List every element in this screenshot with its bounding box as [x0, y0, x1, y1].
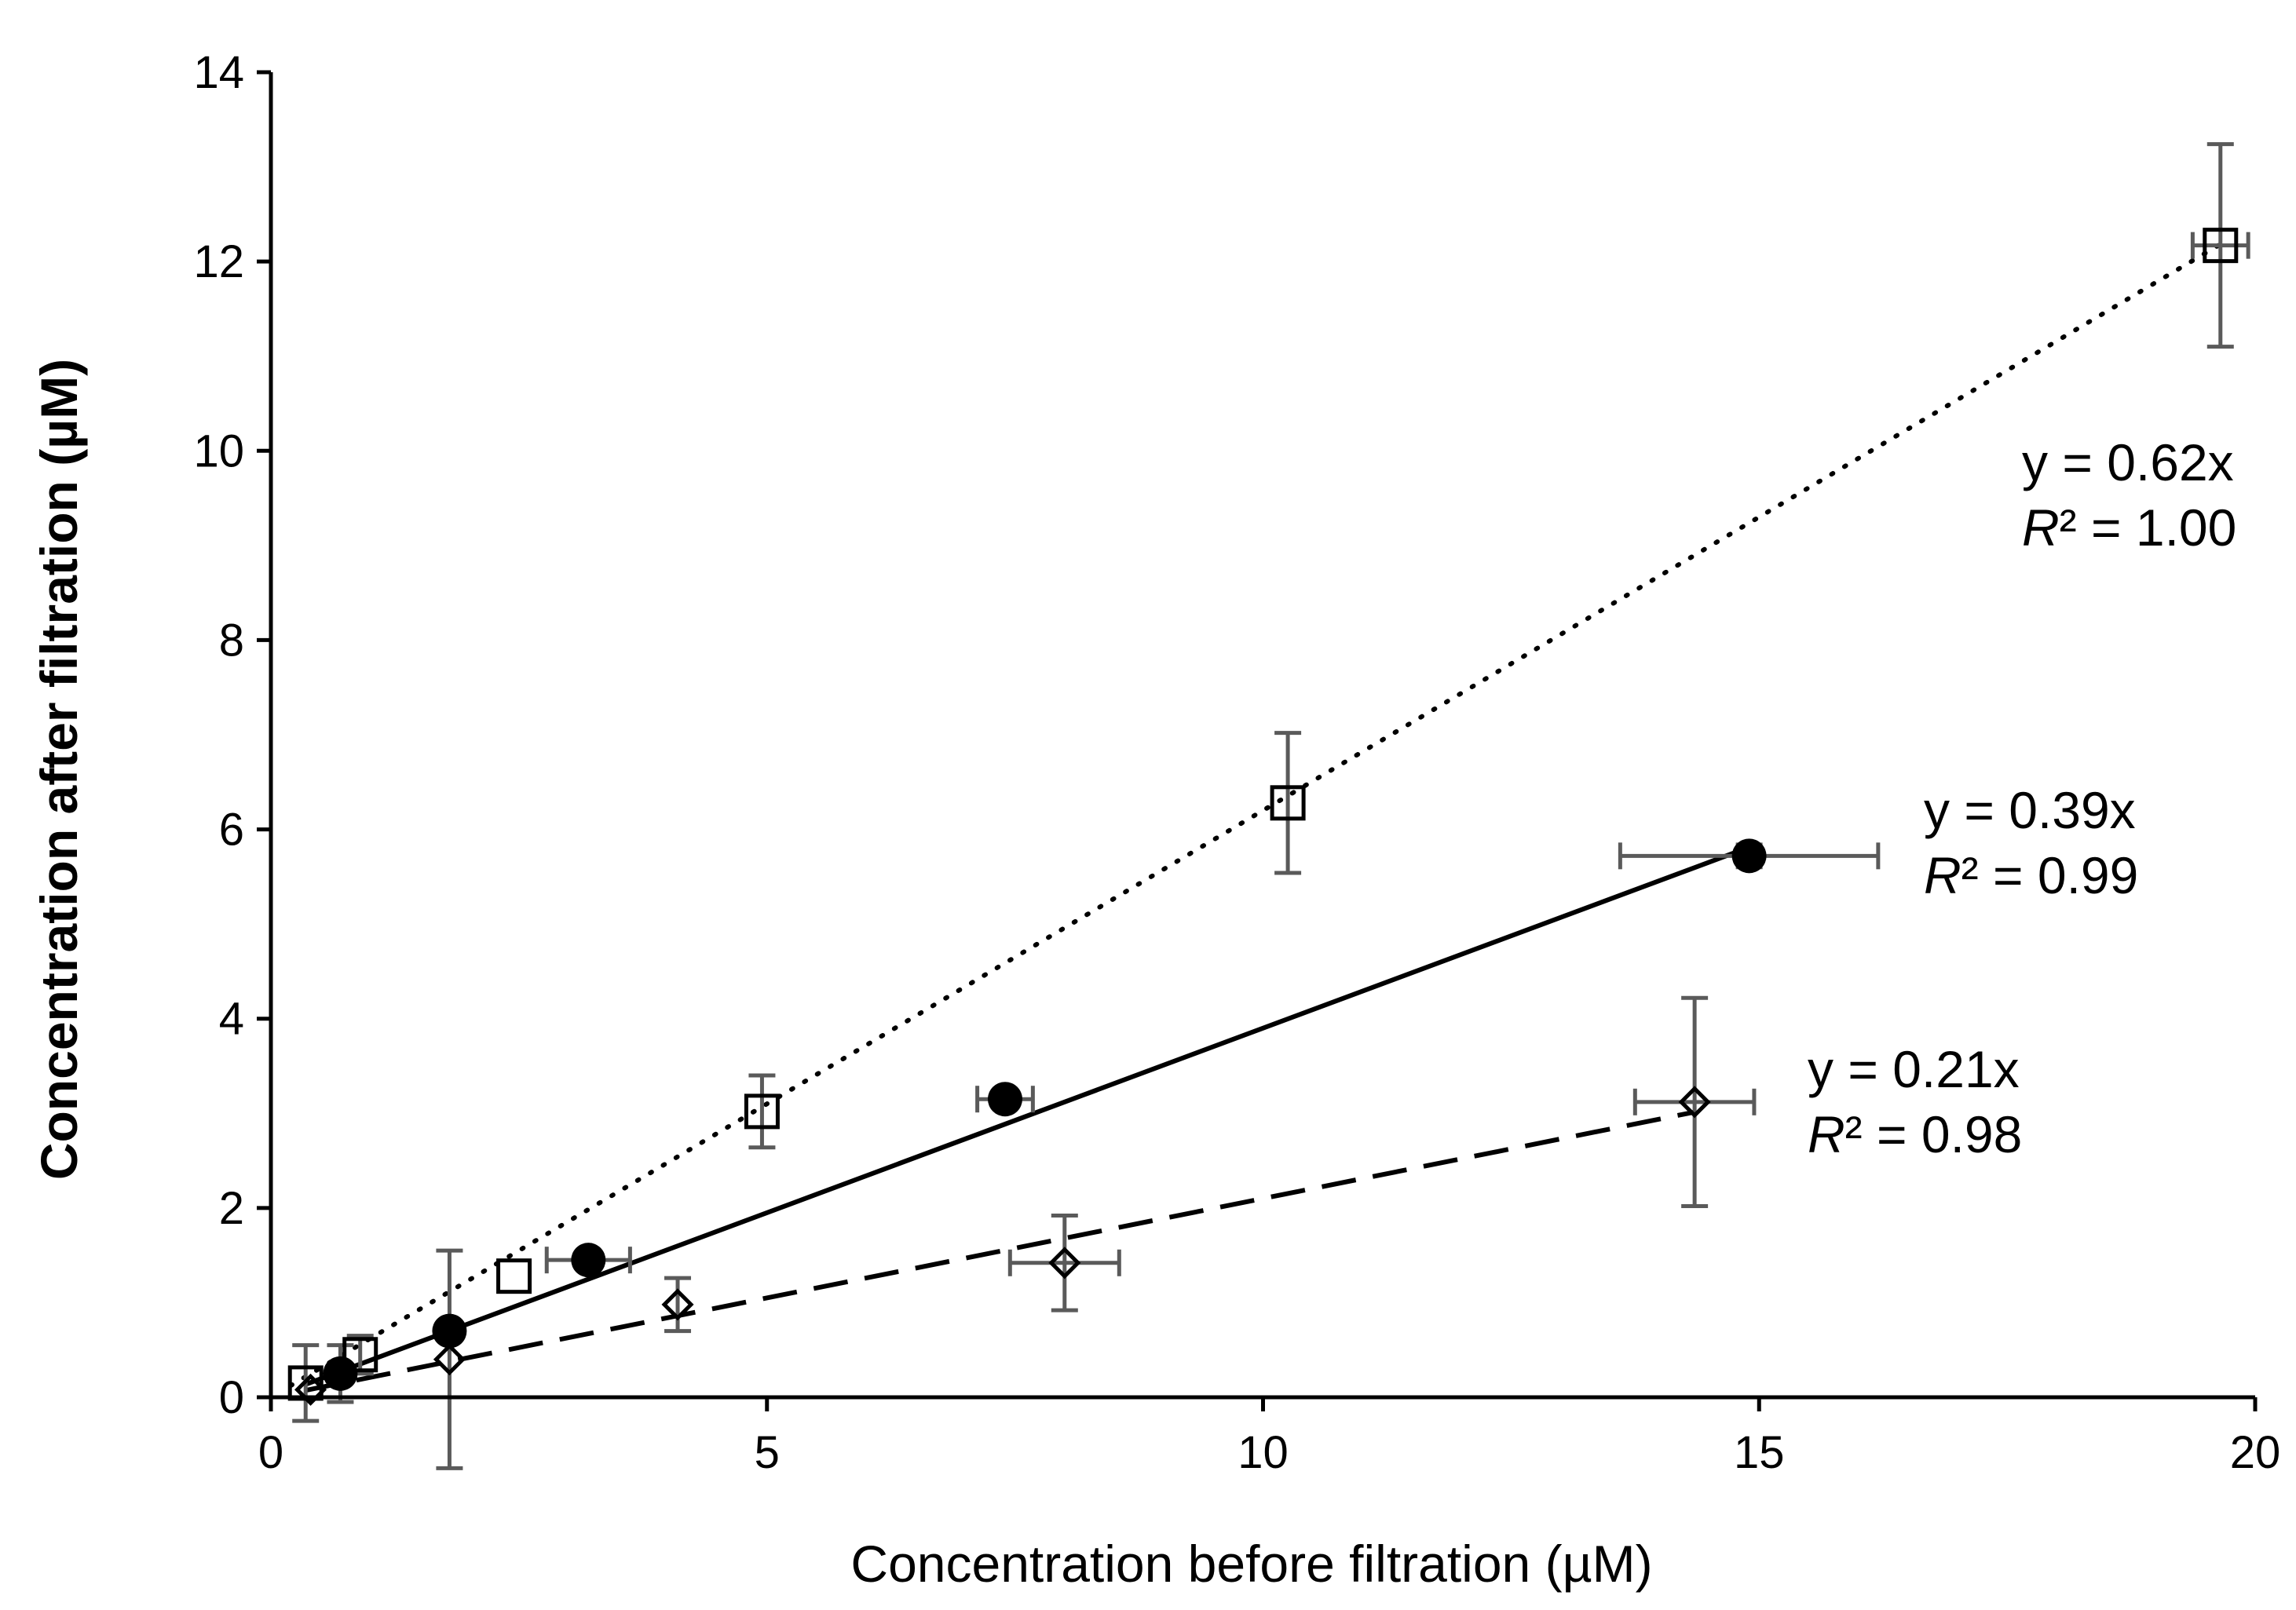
plot-area: [287, 142, 2250, 1470]
fit-line-dotted: [288, 239, 2228, 1389]
data-point-circle: [323, 1356, 358, 1391]
x-tick-label: 15: [1734, 1427, 1785, 1478]
y-tick-label: 4: [219, 994, 244, 1045]
equation-label-solid: y = 0.39x: [1924, 781, 2136, 839]
x-tick-label: 10: [1238, 1427, 1289, 1478]
y-tick-label: 6: [219, 805, 244, 856]
fit-line-dashed: [305, 1109, 1695, 1393]
error-bars: [292, 142, 2250, 1470]
x-tick-label: 5: [755, 1427, 780, 1478]
r2-label-solid: R² = 0.99: [1924, 846, 2138, 904]
data-point-circle: [571, 1243, 606, 1278]
equation-label-dotted: y = 0.62x: [2022, 433, 2234, 491]
markers: [287, 228, 2239, 1406]
data-point-square: [744, 1093, 780, 1130]
x-ticks: 0 5 10 15 20: [258, 1397, 2280, 1478]
data-point-circle: [432, 1313, 467, 1349]
y-tick-label: 14: [193, 47, 244, 98]
y-tick-label: 12: [193, 236, 244, 287]
equation-label-dashed: y = 0.21x: [1808, 1040, 2020, 1098]
y-ticks: 0 2 4 6 8 10 12 14: [193, 47, 271, 1423]
y-axis-title: Concentration after filtration (µM): [30, 359, 88, 1180]
r2-label-dashed: R² = 0.98: [1808, 1105, 2022, 1163]
y-tick-label: 8: [219, 615, 244, 666]
data-point-circle: [1731, 838, 1767, 874]
data-point-diamond: [433, 1343, 466, 1376]
data-point-circle: [987, 1082, 1022, 1117]
fit-lines: [288, 239, 2228, 1393]
r2-label-dotted: R² = 1.00: [2022, 498, 2236, 557]
data-point-square: [2203, 228, 2239, 264]
axes: 0 5 10 15 20 0 2 4 6 8 10 12 14: [193, 47, 2280, 1478]
fit-line-solid: [305, 846, 1746, 1387]
y-tick-label: 10: [193, 425, 244, 476]
x-axis-title: Concentration before filtration (µM): [850, 1535, 1652, 1593]
data-point-square: [496, 1258, 532, 1294]
x-tick-label: 0: [258, 1427, 283, 1478]
data-point-diamond: [1678, 1086, 1711, 1119]
data-point-diamond: [661, 1288, 694, 1321]
data-point-diamond: [1048, 1247, 1081, 1280]
x-tick-label: 20: [2230, 1427, 2281, 1478]
y-tick-label: 0: [219, 1372, 244, 1423]
y-tick-label: 2: [219, 1183, 244, 1234]
data-point-square: [342, 1337, 378, 1373]
data-point-diamond: [294, 1373, 327, 1406]
data-point-square: [1270, 785, 1306, 821]
equation-labels: y = 0.62x R² = 1.00 y = 0.39x R² = 0.99 …: [1808, 433, 2236, 1163]
